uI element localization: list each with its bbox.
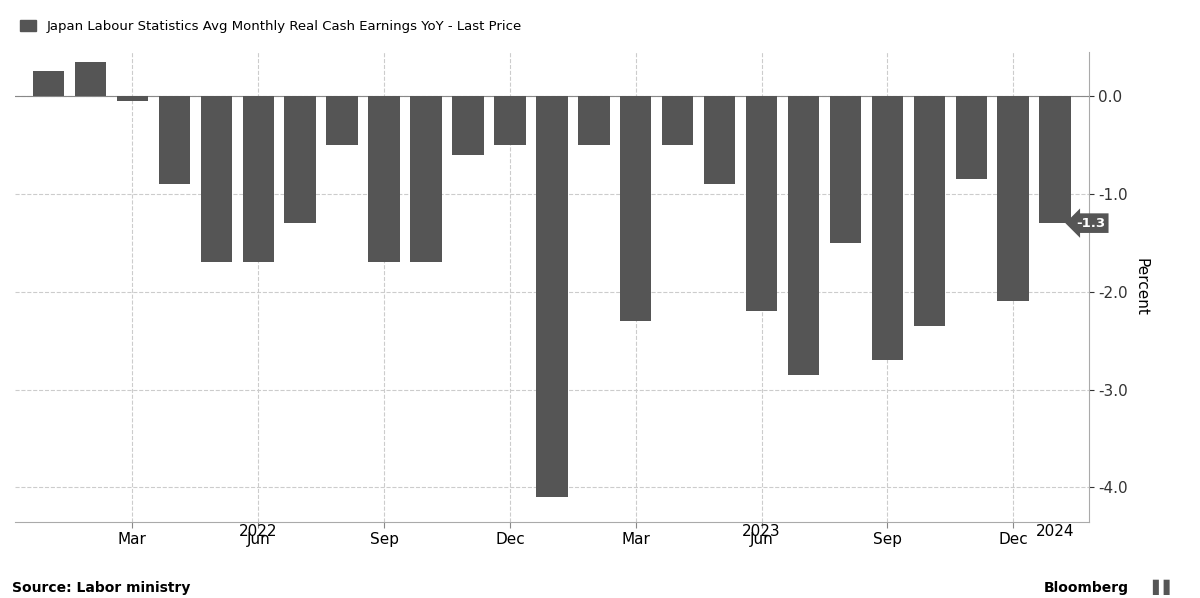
Y-axis label: Percent: Percent [1134, 258, 1150, 316]
Bar [620, 96, 652, 321]
Bar [997, 96, 1028, 301]
Bar [74, 62, 107, 96]
Bar [32, 71, 65, 96]
Legend: Japan Labour Statistics Avg Monthly Real Cash Earnings YoY - Last Price: Japan Labour Statistics Avg Monthly Real… [16, 14, 527, 38]
Bar [578, 96, 610, 145]
Bar [410, 96, 442, 263]
Bar [368, 96, 400, 263]
Bar [704, 96, 736, 184]
Bar [200, 96, 232, 263]
Bar [746, 96, 778, 311]
Bar [871, 96, 904, 360]
Bar [284, 96, 316, 223]
Text: ▐▐: ▐▐ [1146, 579, 1170, 595]
Bar [662, 96, 694, 145]
Bar [913, 96, 946, 326]
Bar [116, 96, 148, 101]
Text: -1.3: -1.3 [1076, 216, 1105, 230]
Text: 2022: 2022 [239, 524, 277, 539]
Text: 2023: 2023 [743, 524, 781, 539]
Bar [1039, 96, 1070, 223]
Text: 2024: 2024 [1036, 524, 1074, 539]
Bar [787, 96, 820, 375]
Bar [829, 96, 862, 243]
Bar [452, 96, 484, 155]
Bar [242, 96, 274, 263]
Bar [536, 96, 568, 497]
Text: Source: Labor ministry: Source: Labor ministry [12, 581, 191, 595]
Bar [955, 96, 986, 179]
Bar [326, 96, 358, 145]
Bar [158, 96, 190, 184]
Bar [494, 96, 526, 145]
Text: Bloomberg: Bloomberg [1044, 581, 1129, 595]
